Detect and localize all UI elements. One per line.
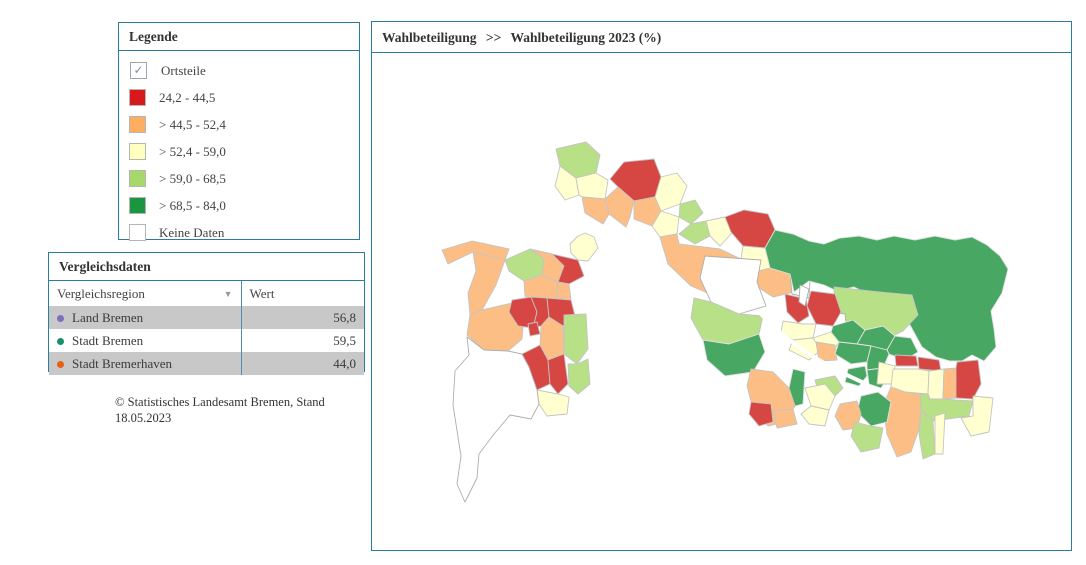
legend-classes: 24,2 - 44,5 > 44,5 - 52,4 > 52,4 - 59,0 > 5… [127, 84, 351, 246]
district-polygon[interactable] [856, 391, 892, 427]
comparison-row[interactable]: Land Bremen 56,8 [49, 306, 364, 329]
district-polygon[interactable] [800, 405, 830, 427]
river-weser [756, 309, 866, 385]
district-polygon[interactable] [724, 209, 776, 249]
layer-toggle-row[interactable]: ✓ Ortsteile [127, 57, 351, 84]
district-polygon[interactable] [748, 401, 774, 427]
district-polygon[interactable] [960, 395, 994, 437]
copyright-line2: 18.05.2023 [115, 410, 172, 425]
district-polygon[interactable] [798, 284, 810, 307]
district-polygon[interactable] [788, 368, 806, 407]
legend-panel: Legende ✓ Ortsteile 24,2 - 44,5 > 44,5 - … [118, 22, 360, 241]
breadcrumb-page: Wahlbeteiligung 2023 (%) [510, 30, 662, 45]
district-polygon[interactable] [834, 341, 872, 365]
district-polygon[interactable] [452, 336, 540, 503]
breadcrumb-separator: >> [485, 30, 502, 45]
legend-class-label: > 52,4 - 59,0 [159, 143, 226, 159]
map-canvas[interactable] [372, 53, 1071, 550]
district-polygon[interactable] [882, 386, 922, 458]
district-polygon[interactable] [547, 353, 569, 395]
district-polygon[interactable] [604, 186, 635, 228]
legend-swatch [129, 197, 146, 214]
district-polygon[interactable] [772, 408, 798, 429]
comparison-header-row: Vergleichsregion ▼ Wert [49, 281, 364, 306]
legend-class-row: 24,2 - 44,5 [127, 84, 351, 111]
district-polygon[interactable] [575, 172, 609, 200]
breadcrumb-section[interactable]: Wahlbeteiligung [382, 30, 477, 45]
copyright-line1: © Statistisches Landesamt Bremen, Stand [115, 395, 325, 409]
region-value: 59,5 [333, 332, 356, 348]
comparison-title: Vergleichsdaten [49, 253, 364, 281]
layer-toggle-label: Ortsteile [161, 62, 206, 78]
district-polygon[interactable] [917, 356, 942, 372]
legend-swatch [129, 89, 146, 106]
district-polygon[interactable] [536, 389, 570, 417]
district-polygon[interactable] [527, 321, 541, 337]
comparison-panel: Vergleichsdaten Vergleichsregion ▼ Wert L… [48, 252, 365, 375]
ortsteile-checkbox[interactable]: ✓ [130, 62, 147, 79]
legend-class-row: > 52,4 - 59,0 [127, 138, 351, 165]
legend-title: Legende [119, 23, 359, 51]
district-polygon[interactable] [955, 359, 982, 400]
comparison-table: Vergleichsregion ▼ Wert Land Bremen 56,8 St… [49, 281, 364, 375]
district-polygon[interactable] [934, 412, 946, 455]
district-polygon[interactable] [815, 341, 838, 362]
legend-swatch [129, 116, 146, 133]
choropleth-map[interactable] [372, 53, 1071, 550]
legend-class-row: > 44,5 - 52,4 [127, 111, 351, 138]
district-polygon[interactable] [678, 199, 704, 225]
legend-swatch [129, 143, 146, 160]
sort-dropdown-icon[interactable]: ▼ [223, 288, 233, 299]
map-panel: Wahlbeteiligung >> Wahlbeteiligung 2023 … [371, 21, 1072, 551]
district-polygon[interactable] [702, 333, 766, 377]
district-polygon[interactable] [567, 358, 591, 395]
region-value: 44,0 [241, 352, 364, 375]
district-polygon[interactable] [555, 281, 572, 301]
copyright-note: © Statistisches Landesamt Bremen, Stand … [115, 395, 365, 426]
legend-class-label: > 59,0 - 68,5 [159, 170, 226, 186]
district-polygon[interactable] [699, 255, 767, 315]
region-value: 56,8 [241, 306, 364, 329]
district-polygon[interactable] [918, 409, 936, 460]
column-header-value[interactable]: Wert [249, 285, 275, 301]
district-polygon[interactable] [581, 196, 610, 225]
district-polygon[interactable] [942, 367, 958, 400]
district-polygon[interactable] [569, 232, 599, 262]
legend-class-label: > 68,5 - 84,0 [159, 197, 226, 213]
column-header-region[interactable]: Vergleichsregion ▼ [49, 281, 242, 306]
district-layer[interactable] [441, 141, 1009, 503]
legend-swatch [129, 170, 146, 187]
legend-class-row: Keine Daten [127, 219, 351, 246]
district-polygon[interactable] [563, 313, 589, 365]
region-name: Stadt Bremen [72, 332, 144, 348]
comparison-row[interactable]: Stadt Bremen 59,5 [49, 329, 364, 352]
region-dot-icon [57, 338, 64, 346]
legend-body: ✓ Ortsteile 24,2 - 44,5 > 44,5 - 52,4 > 52… [119, 51, 359, 252]
legend-class-label: 24,2 - 44,5 [159, 89, 216, 105]
region-dot-icon [57, 315, 64, 323]
district-polygon[interactable] [705, 216, 734, 247]
legend-class-label: Keine Daten [159, 224, 225, 240]
map-breadcrumb: Wahlbeteiligung >> Wahlbeteiligung 2023 … [372, 22, 1071, 53]
legend-class-row: > 59,0 - 68,5 [127, 165, 351, 192]
region-name: Land Bremen [72, 309, 144, 325]
district-polygon[interactable] [927, 368, 945, 400]
legend-class-label: > 44,5 - 52,4 [159, 116, 226, 132]
district-polygon[interactable] [850, 421, 884, 453]
comparison-row[interactable]: Stadt Bremerhaven 44,0 [49, 352, 364, 375]
district-polygon[interactable] [894, 354, 919, 367]
district-polygon[interactable] [806, 290, 842, 327]
district-polygon[interactable] [804, 383, 836, 411]
region-dot-icon [57, 361, 64, 369]
legend-class-row: > 68,5 - 84,0 [127, 192, 351, 219]
district-polygon[interactable] [554, 165, 580, 201]
legend-swatch [129, 224, 146, 241]
region-name: Stadt Bremerhaven [72, 355, 172, 371]
district-polygon[interactable] [466, 302, 525, 352]
district-polygon[interactable] [678, 220, 711, 245]
